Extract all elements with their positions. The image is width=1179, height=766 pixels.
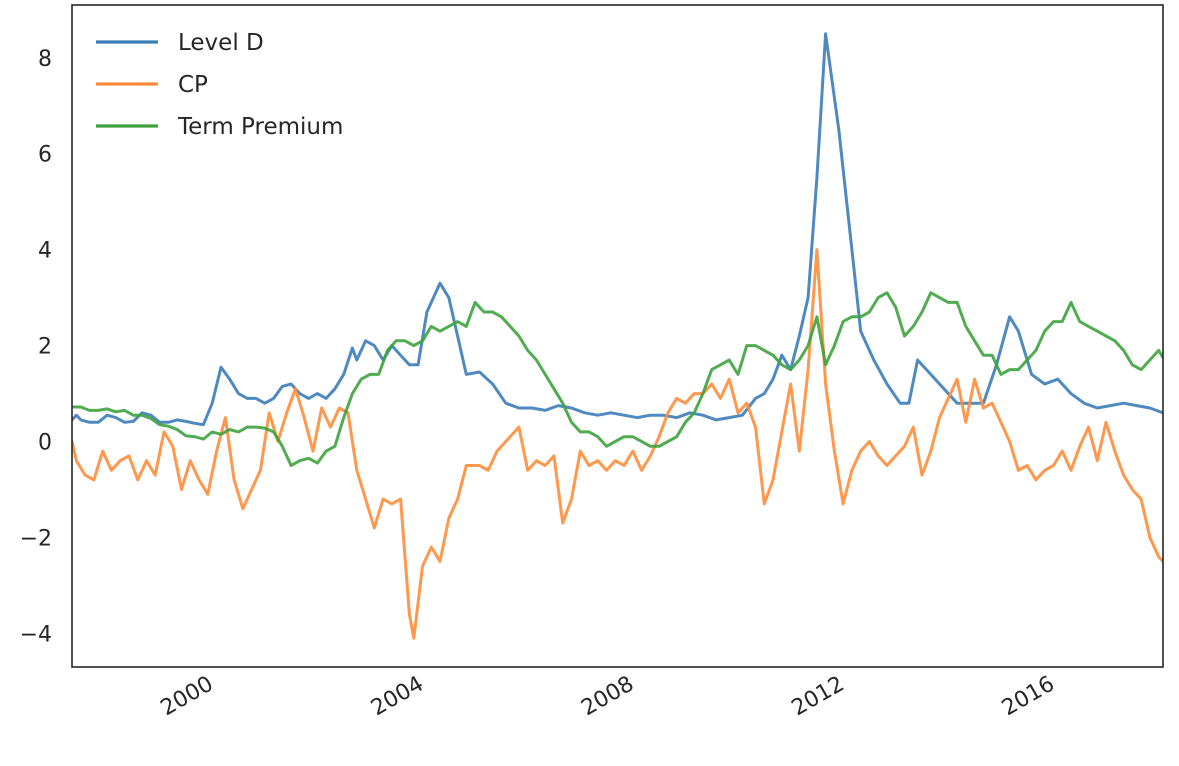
x-tick-label: 2004 [367, 672, 428, 722]
y-tick-label: −4 [20, 622, 52, 647]
y-tick-label: 4 [38, 239, 52, 264]
y-axis: 8 6 4 2 0 −2 −4 [20, 47, 52, 648]
y-tick-label: 2 [38, 335, 52, 360]
legend: Level D CP Term Premium [96, 30, 343, 140]
y-tick-label: 0 [38, 431, 52, 456]
legend-label: CP [178, 72, 208, 98]
x-axis: 2000 2004 2008 2012 2016 [157, 672, 1059, 722]
legend-label: Level D [178, 30, 264, 56]
legend-label: Term Premium [177, 114, 343, 140]
y-tick-label: 8 [38, 47, 52, 72]
series-layer [72, 32, 1163, 640]
plot-background [72, 5, 1163, 667]
y-tick-label: 6 [38, 143, 52, 168]
y-tick-label: −2 [20, 526, 52, 551]
x-tick-label: 2008 [577, 672, 638, 722]
x-tick-label: 2012 [788, 672, 849, 722]
series-line-1 [72, 248, 1163, 640]
series-line-2 [72, 291, 1163, 467]
series-line-0 [72, 32, 1163, 427]
x-tick-label: 2016 [998, 672, 1059, 722]
plot-frame [71, 4, 1164, 668]
x-tick-label: 2000 [157, 672, 218, 722]
